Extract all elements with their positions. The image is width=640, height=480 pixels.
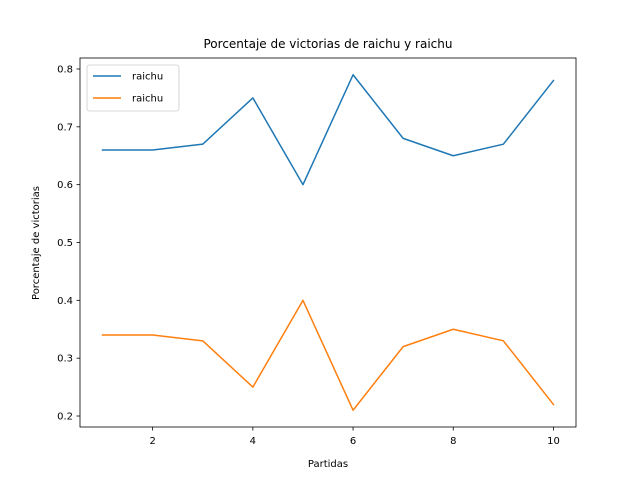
y-tick-label: 0.6 bbox=[57, 180, 73, 191]
series-line-2 bbox=[101, 299, 555, 411]
x-tick-label: 8 bbox=[450, 436, 456, 447]
y-tick-label: 0.2 bbox=[57, 412, 73, 423]
x-tick-label: 6 bbox=[350, 436, 356, 447]
plot-area: 2 4 6 8 10 0.2 0.3 0.4 0.5 0.6 0.7 0.8 bbox=[57, 57, 577, 447]
y-tick-label: 0.3 bbox=[57, 354, 73, 365]
chart-title: Porcentaje de victorias de raichu y raic… bbox=[204, 37, 453, 51]
y-tick-label: 0.7 bbox=[57, 122, 73, 133]
y-tick-label: 0.8 bbox=[57, 64, 73, 75]
x-tick-label: 10 bbox=[547, 436, 560, 447]
legend-label-1: raichu bbox=[132, 72, 163, 83]
x-tick-label: 4 bbox=[250, 436, 256, 447]
x-tick-label: 2 bbox=[149, 436, 155, 447]
y-tick-label: 0.5 bbox=[57, 238, 73, 249]
x-axis-label: Partidas bbox=[308, 459, 348, 470]
legend: raichu raichu bbox=[86, 64, 180, 112]
y-tick-label: 0.4 bbox=[57, 296, 73, 307]
series-line-1 bbox=[101, 74, 555, 186]
legend-label-2: raichu bbox=[132, 94, 163, 105]
y-axis-label: Porcentaje de victorias bbox=[31, 186, 42, 300]
